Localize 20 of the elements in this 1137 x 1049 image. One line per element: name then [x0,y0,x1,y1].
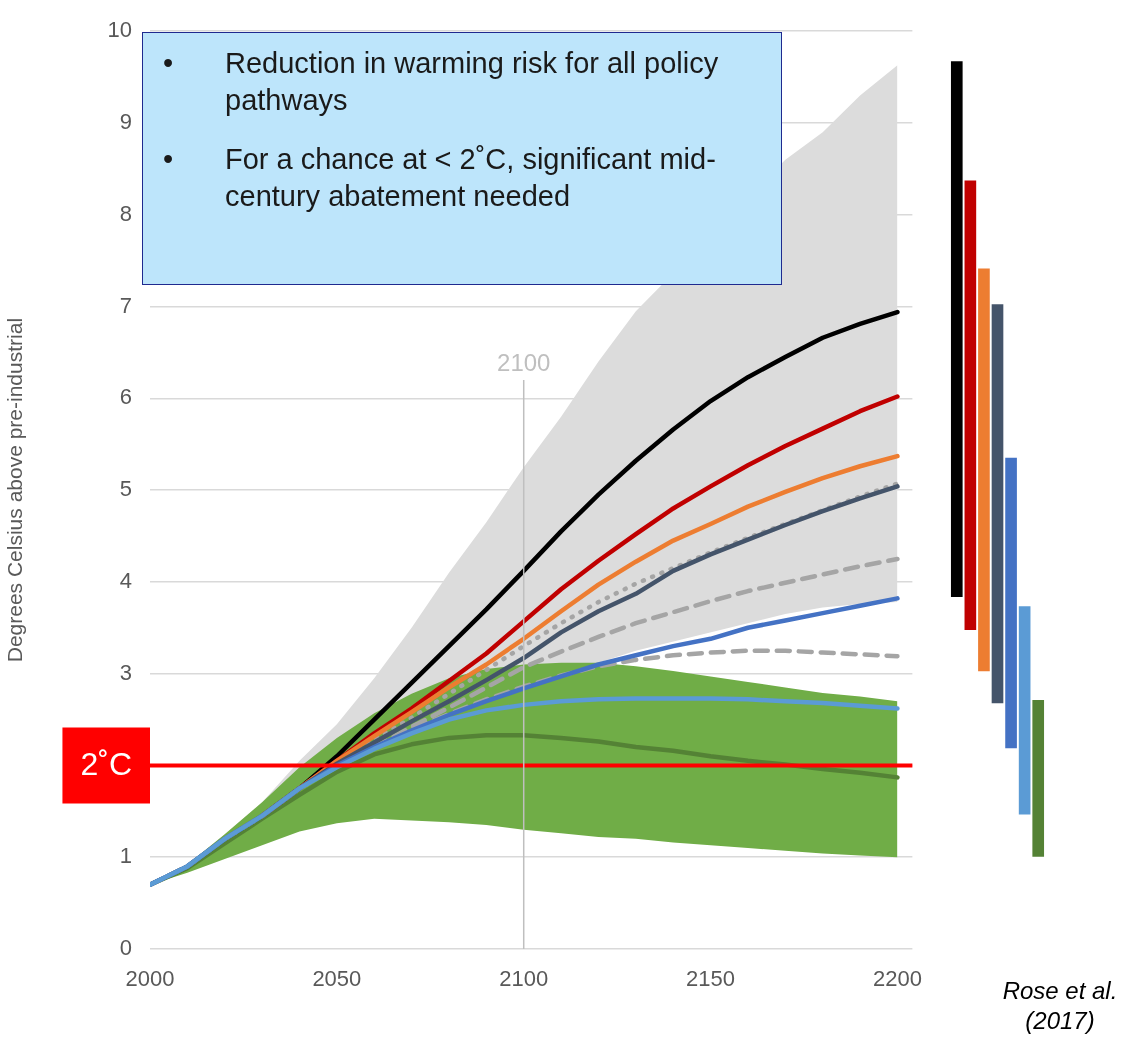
y-tick-label: 7 [119,292,132,318]
x-tick-label: 2100 [499,966,549,992]
y-tick-label: 0 [119,935,132,961]
y-tick-label: 4 [119,567,132,593]
ref-line-label: 2˚C [80,746,132,783]
x-tick-label: 2050 [312,966,362,992]
y-tick-label: 5 [119,476,132,502]
y-axis-title: Degrees Celsius above pre-industrial [3,317,27,663]
y-tick-label: 9 [119,109,132,135]
ref-line-label: 2100 [497,348,551,376]
callout-box: • Reduction in warming risk for all policy pathways • For a chance at < 2˚C, significant mid-century abatement needed [142,32,782,285]
y-tick-label: 1 [119,843,132,869]
y-tick-label: 6 [119,384,132,410]
y-tick-label: 10 [107,17,132,43]
text: Rose et al. (2017) [1001,976,1119,1036]
y-tick-label: 8 [119,200,132,226]
x-tick-label: 2200 [872,966,922,992]
x-tick-label: 2000 [125,966,175,992]
x-tick-label: 2150 [686,966,736,992]
y-tick-label: 3 [119,659,132,685]
